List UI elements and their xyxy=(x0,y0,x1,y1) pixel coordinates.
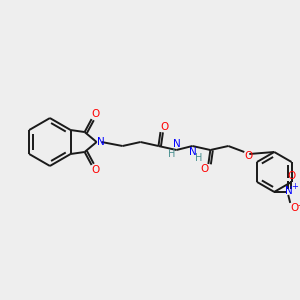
Text: O: O xyxy=(290,203,298,213)
Text: -: - xyxy=(298,201,300,210)
Text: O: O xyxy=(244,151,252,161)
Text: N: N xyxy=(97,137,104,147)
Text: O: O xyxy=(160,122,169,132)
Text: H: H xyxy=(195,153,202,163)
Text: N: N xyxy=(285,186,293,196)
Text: N: N xyxy=(188,147,196,157)
Text: O: O xyxy=(200,164,208,174)
Text: O: O xyxy=(92,165,100,175)
Text: +: + xyxy=(291,182,298,191)
Text: H: H xyxy=(168,149,175,159)
Text: O: O xyxy=(287,171,295,181)
Text: N: N xyxy=(172,139,180,149)
Text: O: O xyxy=(92,109,100,119)
